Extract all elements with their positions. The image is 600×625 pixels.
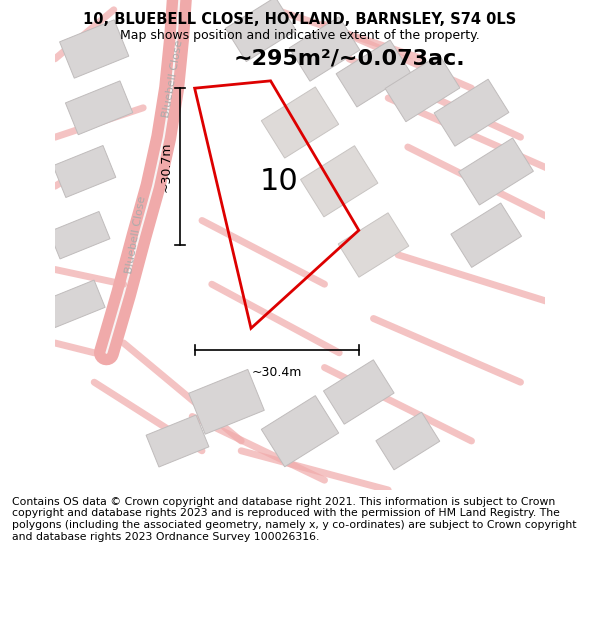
Text: ~30.4m: ~30.4m <box>251 366 302 379</box>
Polygon shape <box>385 55 460 122</box>
Polygon shape <box>301 146 378 217</box>
Text: Bluebell Close: Bluebell Close <box>161 39 184 118</box>
Polygon shape <box>289 17 360 81</box>
Polygon shape <box>262 396 338 467</box>
Polygon shape <box>49 211 110 259</box>
Polygon shape <box>434 79 509 146</box>
Polygon shape <box>226 0 296 62</box>
Polygon shape <box>53 146 116 198</box>
Text: 10, BLUEBELL CLOSE, HOYLAND, BARNSLEY, S74 0LS: 10, BLUEBELL CLOSE, HOYLAND, BARNSLEY, S… <box>83 12 517 28</box>
Polygon shape <box>336 40 411 107</box>
Text: ~295m²/~0.073ac.: ~295m²/~0.073ac. <box>233 49 465 69</box>
Text: Map shows position and indicative extent of the property.: Map shows position and indicative extent… <box>120 29 480 42</box>
Polygon shape <box>262 87 338 158</box>
Text: ~30.7m: ~30.7m <box>160 141 173 192</box>
Polygon shape <box>376 412 440 470</box>
Polygon shape <box>44 280 105 328</box>
Polygon shape <box>65 81 133 135</box>
Polygon shape <box>59 20 129 78</box>
Polygon shape <box>189 369 264 434</box>
Polygon shape <box>338 213 409 278</box>
Polygon shape <box>458 138 533 205</box>
Polygon shape <box>451 203 521 268</box>
Text: Bluebell Close: Bluebell Close <box>124 196 148 275</box>
Polygon shape <box>323 360 394 424</box>
Polygon shape <box>146 415 209 467</box>
Text: Contains OS data © Crown copyright and database right 2021. This information is : Contains OS data © Crown copyright and d… <box>12 497 577 541</box>
Text: 10: 10 <box>259 168 298 196</box>
